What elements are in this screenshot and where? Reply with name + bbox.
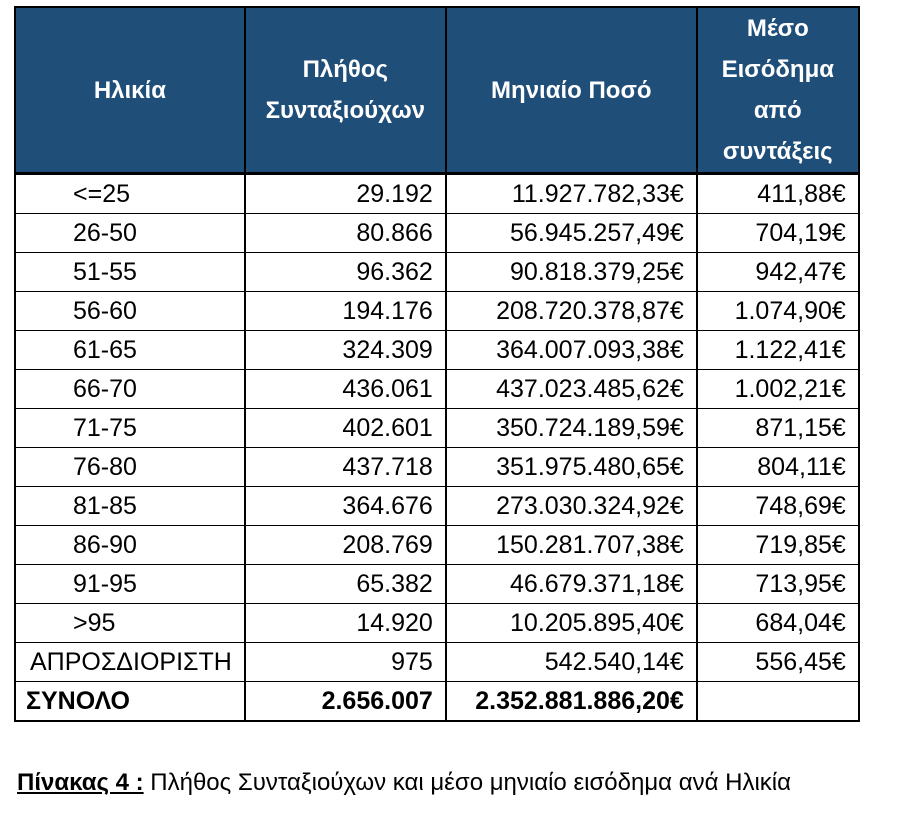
monthly-amount-cell: 273.030.324,92€ (444, 486, 698, 526)
monthly-amount-cell: 364.007.093,38€ (444, 330, 698, 370)
pensioners-count-cell: 324.309 (243, 330, 447, 370)
pensioners-count-cell: 437.718 (243, 447, 447, 487)
average-income-cell (695, 681, 860, 722)
table-row: 76-80 437.718 351.975.480,65€ 804,11€ (14, 447, 860, 487)
header-line: Πλήθος (302, 56, 389, 83)
header-line: συντάξεις (722, 138, 833, 165)
average-income-cell: 942,47€ (695, 252, 860, 292)
age-cell: 86-90 (14, 525, 246, 565)
table-row: 71-75 402.601 350.724.189,59€ 871,15€ (14, 408, 860, 448)
pensioners-count-cell: 194.176 (243, 291, 447, 331)
age-cell: <=25 (14, 173, 246, 214)
average-income-cell: 1.002,21€ (695, 369, 860, 409)
age-column-header: Ηλικία (14, 6, 246, 175)
age-cell: 51-55 (14, 252, 246, 292)
age-cell: 91-95 (14, 564, 246, 604)
average-income-cell: 719,85€ (695, 525, 860, 565)
average-income-cell: 1.122,41€ (695, 330, 860, 370)
header-line: Μηνιαίο Ποσό (491, 76, 652, 104)
average-income-column-header: Μέσο Εισόδημα από συντάξεις (695, 6, 860, 175)
pensioners-count-cell: 96.362 (243, 252, 447, 292)
age-cell: ΑΠΡΟΣΔΙΟΡΙΣΤΗ (14, 642, 246, 682)
monthly-amount-cell: 542.540,14€ (444, 642, 698, 682)
monthly-amount-column-header: Μηνιαίο Ποσό (444, 6, 698, 175)
table-row: 66-70 436.061 437.023.485,62€ 1.002,21€ (14, 369, 860, 409)
age-cell: 26-50 (14, 213, 246, 253)
pensioners-count-column-header: Πλήθος Συνταξιούχων (243, 6, 447, 175)
average-income-cell: 871,15€ (695, 408, 860, 448)
pensioners-count-cell: 364.676 (243, 486, 447, 526)
monthly-amount-cell: 350.724.189,59€ (444, 408, 698, 448)
pensioners-count-cell: 2.656.007 (243, 681, 447, 722)
age-cell: 61-65 (14, 330, 246, 370)
table-row: 81-85 364.676 273.030.324,92€ 748,69€ (14, 486, 860, 526)
pensioners-by-age-table: Ηλικία Πλήθος Συνταξιούχων Μηνιαίο Ποσό Μέσο… (14, 6, 860, 722)
header-line: Συνταξιούχων (265, 97, 426, 124)
monthly-amount-cell: 208.720.378,87€ (444, 291, 698, 331)
age-cell: 81-85 (14, 486, 246, 526)
pensioners-count-cell: 975 (243, 642, 447, 682)
table-row: 86-90 208.769 150.281.707,38€ 719,85€ (14, 525, 860, 565)
pensioners-count-cell: 80.866 (243, 213, 447, 253)
pensioners-count-cell: 14.920 (243, 603, 447, 643)
average-income-cell: 684,04€ (695, 603, 860, 643)
table-row: <=25 29.192 11.927.782,33€ 411,88€ (14, 173, 860, 214)
pensioners-count-cell: 402.601 (243, 408, 447, 448)
table-row: >95 14.920 10.205.895,40€ 684,04€ (14, 603, 860, 643)
pensioners-count-cell: 208.769 (243, 525, 447, 565)
caption-text: Πλήθος Συνταξιούχων και μέσο μηνιαίο εισ… (143, 769, 791, 796)
header-line: από (753, 97, 802, 124)
monthly-amount-cell: 351.975.480,65€ (444, 447, 698, 487)
table-row: 61-65 324.309 364.007.093,38€ 1.122,41€ (14, 330, 860, 370)
average-income-cell: 556,45€ (695, 642, 860, 682)
monthly-amount-cell: 46.679.371,18€ (444, 564, 698, 604)
average-income-cell: 1.074,90€ (695, 291, 860, 331)
table-row: 26-50 80.866 56.945.257,49€ 704,19€ (14, 213, 860, 253)
header-line: Ηλικία (93, 76, 166, 104)
age-cell: 71-75 (14, 408, 246, 448)
age-cell: 66-70 (14, 369, 246, 409)
table-caption: Πίνακας 4 : Πλήθος Συνταξιούχων και μέσο… (17, 769, 791, 797)
age-cell: 56-60 (14, 291, 246, 331)
caption-label: Πίνακας 4 : (17, 769, 144, 796)
average-income-cell: 804,11€ (695, 447, 860, 487)
monthly-amount-cell: 150.281.707,38€ (444, 525, 698, 565)
table-row: 56-60 194.176 208.720.378,87€ 1.074,90€ (14, 291, 860, 331)
age-cell: 76-80 (14, 447, 246, 487)
monthly-amount-cell: 56.945.257,49€ (444, 213, 698, 253)
table-row: 91-95 65.382 46.679.371,18€ 713,95€ (14, 564, 860, 604)
header-line: Μέσο (746, 15, 809, 42)
pensioners-count-cell: 436.061 (243, 369, 447, 409)
monthly-amount-cell: 90.818.379,25€ (444, 252, 698, 292)
table-body: <=25 29.192 11.927.782,33€ 411,88€ 26-50 80.8… (14, 173, 860, 722)
table-row: ΑΠΡΟΣΔΙΟΡΙΣΤΗ 975 542.540,14€ 556,45€ (14, 642, 860, 682)
monthly-amount-cell: 11.927.782,33€ (444, 173, 698, 214)
table-row: 51-55 96.362 90.818.379,25€ 942,47€ (14, 252, 860, 292)
average-income-cell: 704,19€ (695, 213, 860, 253)
average-income-cell: 411,88€ (695, 173, 860, 214)
age-cell: >95 (14, 603, 246, 643)
total-row: ΣΥΝΟΛΟ 2.656.007 2.352.881.886,20€ (14, 681, 860, 722)
pensioners-count-cell: 29.192 (243, 173, 447, 214)
monthly-amount-cell: 437.023.485,62€ (444, 369, 698, 409)
pensioners-count-cell: 65.382 (243, 564, 447, 604)
average-income-cell: 713,95€ (695, 564, 860, 604)
monthly-amount-cell: 10.205.895,40€ (444, 603, 698, 643)
age-cell: ΣΥΝΟΛΟ (14, 681, 246, 722)
header-line: Εισόδημα (721, 56, 834, 83)
monthly-amount-cell: 2.352.881.886,20€ (444, 681, 698, 722)
header-row: Ηλικία Πλήθος Συνταξιούχων Μηνιαίο Ποσό Μέσο… (14, 6, 860, 175)
average-income-cell: 748,69€ (695, 486, 860, 526)
